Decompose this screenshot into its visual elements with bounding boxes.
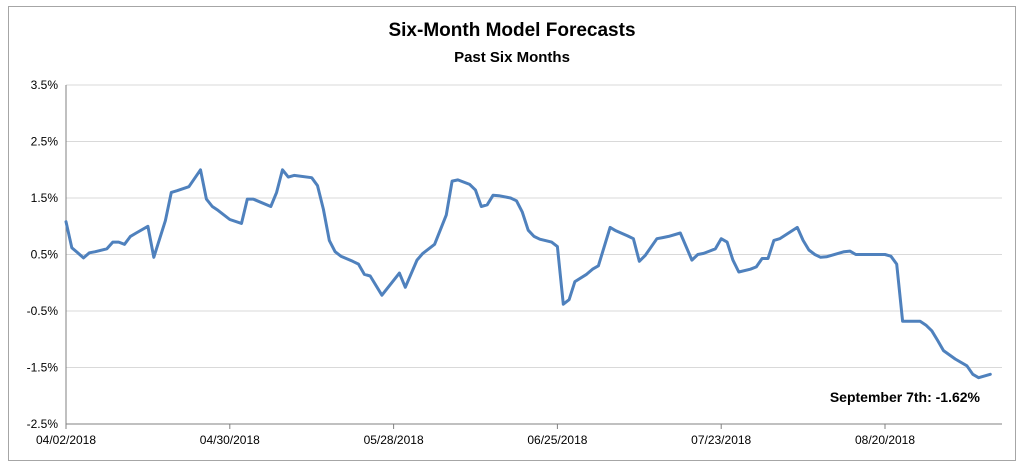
y-tick-label: -1.5%	[27, 361, 59, 375]
y-tick-label: -0.5%	[27, 304, 59, 318]
y-axis-ticks: 3.5% 2.5% 1.5% 0.5% -0.5% -1.5% -2.5%	[27, 78, 59, 431]
x-tick-label: 04/02/2018	[36, 433, 96, 447]
x-axis-ticks: 04/02/2018 04/30/2018 05/28/2018 06/25/2018…	[36, 424, 915, 447]
y-tick-label: 3.5%	[31, 78, 59, 92]
x-tick-label: 06/25/2018	[527, 433, 587, 447]
x-tick-label: 05/28/2018	[364, 433, 424, 447]
chart-subtitle: Past Six Months	[454, 49, 570, 66]
x-tick-label: 08/20/2018	[855, 433, 915, 447]
y-tick-label: 1.5%	[31, 191, 59, 205]
x-tick-label: 04/30/2018	[200, 433, 260, 447]
last-value-annotation: September 7th: -1.62%	[830, 389, 981, 405]
x-tick-label: 07/23/2018	[691, 433, 751, 447]
y-tick-label: 2.5%	[31, 135, 59, 149]
y-tick-label: 0.5%	[31, 248, 59, 262]
series-line	[64, 168, 992, 380]
chart-title: Six-Month Model Forecasts	[388, 20, 636, 41]
y-tick-label: -2.5%	[27, 417, 59, 431]
chart-frame	[8, 6, 1016, 461]
